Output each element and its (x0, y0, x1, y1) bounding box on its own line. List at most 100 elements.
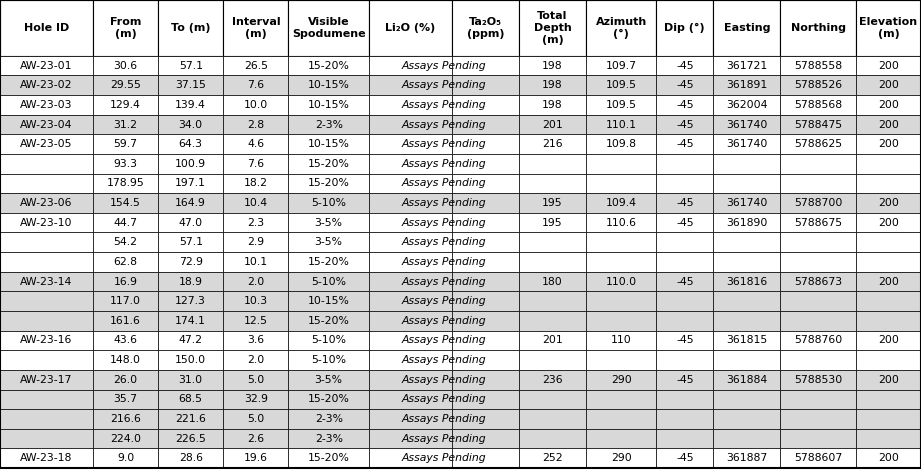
Text: 198: 198 (542, 61, 563, 70)
Text: 174.1: 174.1 (175, 316, 206, 326)
Bar (0, 252, 93, 272)
Bar (586, 213, 657, 233)
Text: 198: 198 (542, 80, 563, 90)
Text: Visible
Spodumene: Visible Spodumene (292, 17, 366, 39)
Bar (586, 311, 657, 331)
Bar (657, 0, 713, 56)
Bar (369, 272, 451, 291)
Text: 5-10%: 5-10% (311, 335, 346, 345)
Bar (519, 75, 586, 95)
Text: 5788530: 5788530 (794, 375, 843, 385)
Text: 19.6: 19.6 (244, 453, 268, 463)
Bar (586, 193, 657, 213)
Bar (93, 370, 158, 390)
Bar (780, 75, 856, 95)
Bar (93, 174, 158, 193)
Text: 34.0: 34.0 (179, 120, 203, 130)
Text: AW-23-06: AW-23-06 (20, 198, 73, 208)
Text: 110: 110 (611, 335, 632, 345)
Text: Assays Pending: Assays Pending (402, 375, 486, 385)
Bar (713, 331, 780, 350)
Text: 117.0: 117.0 (111, 296, 141, 306)
Bar (451, 56, 519, 75)
Bar (713, 409, 780, 429)
Bar (856, 350, 921, 370)
Bar (713, 350, 780, 370)
Text: Assays Pending: Assays Pending (402, 414, 486, 424)
Text: 200: 200 (878, 335, 899, 345)
Bar (657, 134, 713, 154)
Text: 43.6: 43.6 (113, 335, 137, 345)
Bar (713, 213, 780, 233)
Text: 57.1: 57.1 (179, 237, 203, 247)
Bar (780, 291, 856, 311)
Text: Assays Pending: Assays Pending (402, 61, 486, 70)
Text: 10.1: 10.1 (244, 257, 268, 267)
Bar (0, 429, 93, 448)
Bar (223, 154, 288, 174)
Text: 31.2: 31.2 (113, 120, 137, 130)
Bar (223, 272, 288, 291)
Bar (586, 233, 657, 252)
Text: 178.95: 178.95 (107, 178, 145, 188)
Bar (586, 252, 657, 272)
Text: 100.9: 100.9 (175, 159, 206, 169)
Text: 2.6: 2.6 (247, 434, 264, 444)
Text: 109.8: 109.8 (606, 139, 636, 149)
Text: 200: 200 (878, 375, 899, 385)
Bar (856, 115, 921, 134)
Text: Easting: Easting (724, 23, 770, 33)
Bar (0, 56, 93, 75)
Bar (451, 291, 519, 311)
Text: 200: 200 (878, 61, 899, 70)
Bar (780, 350, 856, 370)
Bar (369, 75, 451, 95)
Bar (856, 272, 921, 291)
Text: 5788625: 5788625 (794, 139, 842, 149)
Text: 72.9: 72.9 (179, 257, 203, 267)
Bar (158, 75, 223, 95)
Text: AW-23-03: AW-23-03 (20, 100, 73, 110)
Bar (519, 311, 586, 331)
Bar (451, 0, 519, 56)
Text: 37.15: 37.15 (175, 80, 206, 90)
Bar (657, 193, 713, 213)
Text: 32.9: 32.9 (244, 394, 268, 404)
Bar (586, 56, 657, 75)
Bar (0, 233, 93, 252)
Bar (223, 429, 288, 448)
Bar (369, 350, 451, 370)
Text: 10.3: 10.3 (244, 296, 268, 306)
Bar (657, 350, 713, 370)
Text: -45: -45 (676, 120, 694, 130)
Bar (93, 272, 158, 291)
Text: 18.9: 18.9 (179, 277, 203, 287)
Text: 2.0: 2.0 (247, 277, 264, 287)
Text: Assays Pending: Assays Pending (402, 453, 486, 463)
Text: 109.7: 109.7 (606, 61, 636, 70)
Text: 198: 198 (542, 100, 563, 110)
Text: Assays Pending: Assays Pending (402, 237, 486, 247)
Text: 15-20%: 15-20% (308, 453, 350, 463)
Text: 5788675: 5788675 (794, 218, 842, 228)
Bar (586, 291, 657, 311)
Text: -45: -45 (676, 335, 694, 345)
Bar (0, 115, 93, 134)
Text: 29.55: 29.55 (111, 80, 141, 90)
Text: 216: 216 (542, 139, 563, 149)
Text: 5-10%: 5-10% (311, 198, 346, 208)
Bar (93, 95, 158, 114)
Text: 361884: 361884 (726, 375, 767, 385)
Bar (0, 95, 93, 114)
Bar (856, 0, 921, 56)
Text: 10.4: 10.4 (244, 198, 268, 208)
Text: 252: 252 (542, 453, 563, 463)
Text: 361891: 361891 (726, 80, 767, 90)
Bar (657, 115, 713, 134)
Text: 15-20%: 15-20% (308, 61, 350, 70)
Text: 154.5: 154.5 (111, 198, 141, 208)
Bar (0, 134, 93, 154)
Bar (519, 252, 586, 272)
Bar (369, 331, 451, 350)
Text: 3-5%: 3-5% (315, 375, 343, 385)
